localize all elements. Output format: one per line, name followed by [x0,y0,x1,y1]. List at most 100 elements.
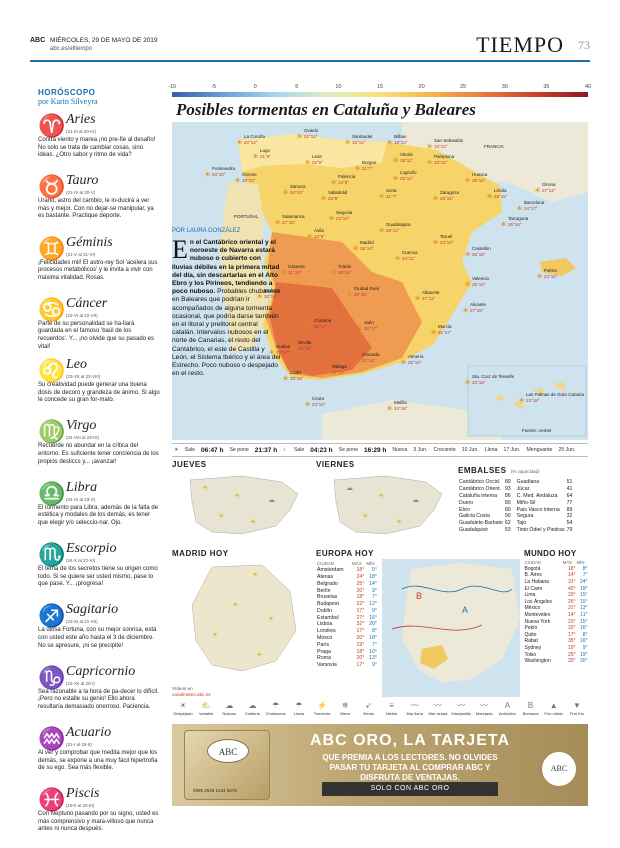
legend-item: 〰 Mar llana [404,701,426,721]
sun-icon: ☀ [252,152,259,161]
map-city-temp: 30°15° [354,292,368,297]
sign-text: El tormento para Libra, además de la fal… [38,504,159,526]
reservoir-name: Júcar [516,486,530,493]
city-min: 16° [579,625,588,632]
city-max: 27° [356,614,365,621]
legend-icon: 〰 [457,701,466,710]
sign-text: Su creatividad puede generar una buena d… [38,382,160,404]
city-max: 24° [356,573,365,580]
map-city-name: Badajoz [264,288,281,293]
header-rule [30,60,590,62]
city-max: 14° [568,572,576,579]
table-row: Lima 20° 15° [524,592,588,599]
section-title: TIEMPO [476,32,564,57]
reservoir-row: Tajo 54 [516,520,574,527]
table-row: Quito 17° 8° [524,632,588,639]
sun-icon: ☀ [282,188,289,197]
map-city-temp: 22°12° [304,134,318,139]
map-city-name: Burgos [362,160,377,165]
reservoir-row: Cataluña interna 86 [458,493,512,500]
moonset-label: Se pone [338,447,358,453]
table-row: París 19° 7° [316,641,378,648]
city-max: 40° [568,585,576,592]
abc-seal-logo: ABC [540,750,578,788]
horoscope-sign: ♏ Escorpio (24-X al 22-XI) El tema de los s… [38,541,160,602]
ad-subtext: QUE PREMIA A LOS LECTORES. NO OLVIDES PA… [276,753,544,783]
city-min: 16° [369,614,377,621]
moonrise-label: Sale [293,447,305,453]
map-city-temp: 26°18° [472,252,486,257]
section-url[interactable]: abc.es/eltiempo [50,46,93,52]
city-name: Bogotá [524,565,541,572]
city-max: 32° [568,625,576,632]
sign-dates: (22-XII al 20-I) [66,680,95,686]
sun-icon: ☀ [212,631,218,639]
table-row: B. Aires 14° 7° [524,572,588,579]
map-source: Fuente: Aemet [522,428,552,433]
sign-dates: (21-I al 18-II) [66,741,92,747]
reservoir-value: 53 [504,526,511,533]
city-name: B. Aires [524,572,542,579]
table-row: Los Ángeles 26° 15° [524,599,588,606]
map-city-name: Lugo [260,148,271,153]
table-row: Berlín 20° 9° [316,587,378,594]
sun-icon: ☀ [296,132,303,141]
map-city-name: Cádiz [290,370,302,375]
legend-item: ➶ Viento [357,701,379,721]
sign-name: Leo [66,357,87,373]
table-row: Montevideo 14° 11° [524,612,588,619]
map-city-name: Pontevedra [212,166,236,171]
map-city-name: Córdoba [314,318,332,323]
temperature-scale: -10 -5 0 5 10 15 20 25 30 35 40 [168,84,591,97]
reservoirs-panel: EMBALSES (% capacidad) Cantábrico Occid.… [458,460,588,533]
sign-text: Recuerde no abundar en la crítica del en… [38,443,159,465]
legend-icon: ☂ [295,701,303,710]
city-name: Praga [317,648,331,655]
sun-icon: ☀ [462,306,469,315]
ad-cta-button[interactable]: SOLO CON ABC ORO [322,782,498,796]
map-city-name: Lérida [494,188,507,193]
madrid-map: ☀ ☀ ☀ ☀ ☀ [191,564,297,672]
table-row: Praga 18° 10° [316,648,378,655]
sunset-time: 21:37 h [254,446,278,454]
sunrise-icon: ☀ [174,447,179,453]
abc-oro-card: ABC 0995 2538 1234 5678 [184,730,270,800]
legend-label: Lluvia [293,711,305,716]
zodiac-icon: ♈ [38,113,66,138]
city-name: Belgrado [317,580,338,587]
city-max: 18° [356,594,365,601]
moonrise-time: 04:23 h [310,446,333,454]
world-table: CIUDAD MÁX MÍN Bogotá 18° 8° B. Aires 14° 7° L… [524,560,588,665]
legend-item: ☁ Nuboso [218,701,240,721]
sun-icon: ☀ [518,396,525,405]
city-max: 23° [568,618,576,625]
zodiac-icon: ♑ [38,664,66,690]
legend-label: Mar llana [406,711,423,716]
map-city-temp: 27°12° [422,296,436,301]
city-name: Lima [524,592,536,599]
map-city-name: Segovia [336,210,353,215]
sign-dates: (21-V al 21-VI) [66,251,96,257]
reservoir-name: Miño-Sil [516,499,536,506]
city-name: Lisboa [317,621,333,628]
abc-oro-advert[interactable]: ABC 0995 2538 1234 5678 ABC ORO, LA TARJ… [172,724,588,806]
city-min: 7° [372,641,377,648]
canalmeteo-link[interactable]: canalmeteo.abc.es [172,692,211,697]
card-logo: ABC [207,739,249,763]
sun-icon: ☀ [306,322,313,331]
sign-name: Piscis [66,786,100,802]
map-city-temp: 23°16° [312,402,326,407]
reservoir-row: C. Med. Andaluza 64 [516,493,574,500]
scale-tick: 25 [460,84,467,90]
city-name: París [317,641,330,648]
table-row: Lisboa 32° 20° [316,621,378,628]
city-name: Dublín [317,607,332,614]
sun-icon: ☀ [280,268,287,277]
horoscope-author: por Karin Silveyra [38,97,98,106]
